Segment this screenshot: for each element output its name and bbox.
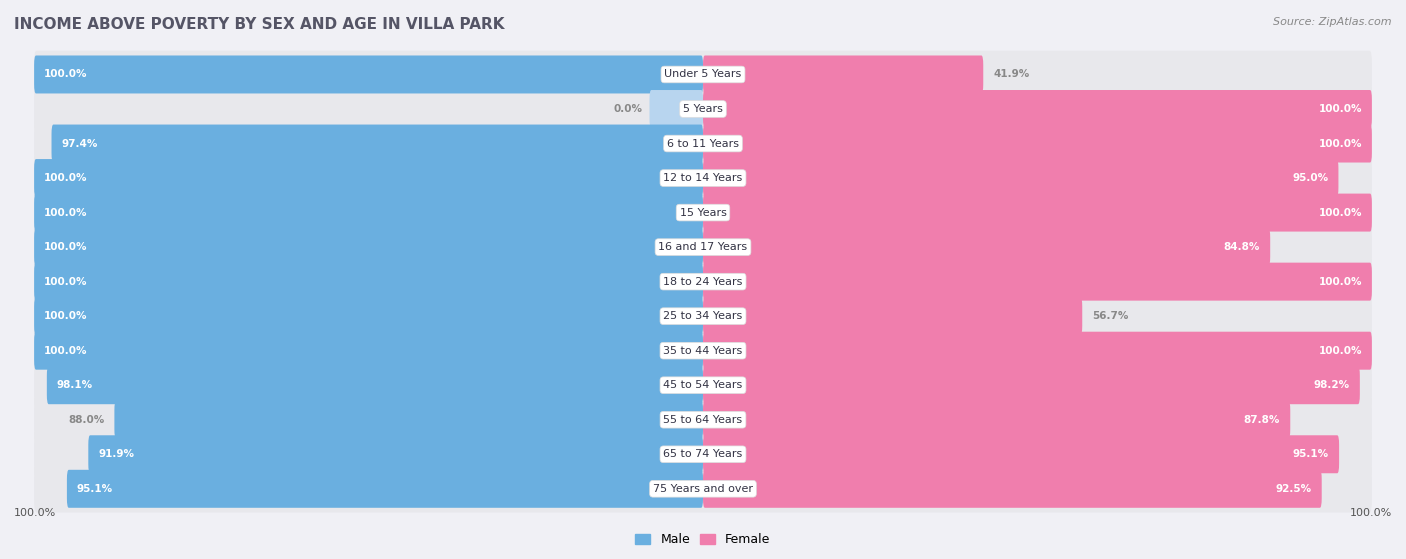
FancyBboxPatch shape bbox=[34, 159, 703, 197]
Text: 88.0%: 88.0% bbox=[67, 415, 104, 425]
Text: Source: ZipAtlas.com: Source: ZipAtlas.com bbox=[1274, 17, 1392, 27]
Text: 56.7%: 56.7% bbox=[1092, 311, 1129, 321]
Text: 100.0%: 100.0% bbox=[44, 277, 87, 287]
Text: 5 Years: 5 Years bbox=[683, 104, 723, 114]
Text: 45 to 54 Years: 45 to 54 Years bbox=[664, 380, 742, 390]
FancyBboxPatch shape bbox=[650, 90, 703, 128]
Text: 100.0%: 100.0% bbox=[1319, 277, 1362, 287]
Text: 100.0%: 100.0% bbox=[44, 311, 87, 321]
FancyBboxPatch shape bbox=[703, 193, 1372, 231]
Text: 100.0%: 100.0% bbox=[1350, 508, 1392, 518]
FancyBboxPatch shape bbox=[703, 125, 1372, 163]
Text: 55 to 64 Years: 55 to 64 Years bbox=[664, 415, 742, 425]
FancyBboxPatch shape bbox=[703, 331, 1372, 369]
Text: 87.8%: 87.8% bbox=[1244, 415, 1281, 425]
Text: 84.8%: 84.8% bbox=[1223, 242, 1260, 252]
Text: 12 to 14 Years: 12 to 14 Years bbox=[664, 173, 742, 183]
FancyBboxPatch shape bbox=[34, 258, 1372, 305]
FancyBboxPatch shape bbox=[34, 263, 703, 301]
Text: 100.0%: 100.0% bbox=[44, 173, 87, 183]
FancyBboxPatch shape bbox=[67, 470, 703, 508]
FancyBboxPatch shape bbox=[703, 55, 983, 93]
Text: 100.0%: 100.0% bbox=[44, 345, 87, 356]
FancyBboxPatch shape bbox=[703, 159, 1339, 197]
Text: 95.1%: 95.1% bbox=[77, 484, 112, 494]
Text: INCOME ABOVE POVERTY BY SEX AND AGE IN VILLA PARK: INCOME ABOVE POVERTY BY SEX AND AGE IN V… bbox=[14, 17, 505, 32]
Text: 75 Years and over: 75 Years and over bbox=[652, 484, 754, 494]
Text: 97.4%: 97.4% bbox=[62, 139, 98, 149]
FancyBboxPatch shape bbox=[34, 86, 1372, 132]
Text: 15 Years: 15 Years bbox=[679, 207, 727, 217]
FancyBboxPatch shape bbox=[703, 228, 1270, 266]
FancyBboxPatch shape bbox=[34, 465, 1372, 513]
Text: 100.0%: 100.0% bbox=[44, 242, 87, 252]
Text: 35 to 44 Years: 35 to 44 Years bbox=[664, 345, 742, 356]
FancyBboxPatch shape bbox=[34, 292, 1372, 340]
FancyBboxPatch shape bbox=[34, 120, 1372, 167]
FancyBboxPatch shape bbox=[34, 154, 1372, 202]
FancyBboxPatch shape bbox=[114, 401, 703, 439]
Text: 65 to 74 Years: 65 to 74 Years bbox=[664, 449, 742, 459]
FancyBboxPatch shape bbox=[52, 125, 703, 163]
FancyBboxPatch shape bbox=[703, 401, 1291, 439]
Text: 91.9%: 91.9% bbox=[98, 449, 135, 459]
FancyBboxPatch shape bbox=[703, 90, 1372, 128]
Text: 6 to 11 Years: 6 to 11 Years bbox=[666, 139, 740, 149]
Text: 98.1%: 98.1% bbox=[56, 380, 93, 390]
Text: 100.0%: 100.0% bbox=[1319, 345, 1362, 356]
Text: 100.0%: 100.0% bbox=[1319, 139, 1362, 149]
Text: 16 and 17 Years: 16 and 17 Years bbox=[658, 242, 748, 252]
Text: 41.9%: 41.9% bbox=[993, 69, 1029, 79]
FancyBboxPatch shape bbox=[34, 396, 1372, 443]
FancyBboxPatch shape bbox=[34, 55, 703, 93]
Text: 100.0%: 100.0% bbox=[44, 207, 87, 217]
Text: Under 5 Years: Under 5 Years bbox=[665, 69, 741, 79]
FancyBboxPatch shape bbox=[34, 51, 1372, 98]
Text: 95.0%: 95.0% bbox=[1292, 173, 1329, 183]
FancyBboxPatch shape bbox=[89, 435, 703, 473]
Legend: Male, Female: Male, Female bbox=[630, 528, 776, 551]
FancyBboxPatch shape bbox=[34, 430, 1372, 478]
Text: 100.0%: 100.0% bbox=[14, 508, 56, 518]
FancyBboxPatch shape bbox=[703, 470, 1322, 508]
Text: 25 to 34 Years: 25 to 34 Years bbox=[664, 311, 742, 321]
Text: 98.2%: 98.2% bbox=[1313, 380, 1350, 390]
FancyBboxPatch shape bbox=[34, 224, 1372, 271]
FancyBboxPatch shape bbox=[34, 327, 1372, 375]
Text: 18 to 24 Years: 18 to 24 Years bbox=[664, 277, 742, 287]
FancyBboxPatch shape bbox=[703, 366, 1360, 404]
Text: 0.0%: 0.0% bbox=[614, 104, 643, 114]
FancyBboxPatch shape bbox=[34, 193, 703, 231]
FancyBboxPatch shape bbox=[703, 297, 1083, 335]
FancyBboxPatch shape bbox=[34, 297, 703, 335]
FancyBboxPatch shape bbox=[46, 366, 703, 404]
FancyBboxPatch shape bbox=[703, 435, 1339, 473]
FancyBboxPatch shape bbox=[34, 228, 703, 266]
Text: 92.5%: 92.5% bbox=[1275, 484, 1312, 494]
Text: 100.0%: 100.0% bbox=[44, 69, 87, 79]
FancyBboxPatch shape bbox=[34, 189, 1372, 236]
Text: 100.0%: 100.0% bbox=[1319, 207, 1362, 217]
FancyBboxPatch shape bbox=[34, 331, 703, 369]
Text: 100.0%: 100.0% bbox=[1319, 104, 1362, 114]
Text: 95.1%: 95.1% bbox=[1294, 449, 1329, 459]
FancyBboxPatch shape bbox=[703, 263, 1372, 301]
FancyBboxPatch shape bbox=[34, 362, 1372, 409]
